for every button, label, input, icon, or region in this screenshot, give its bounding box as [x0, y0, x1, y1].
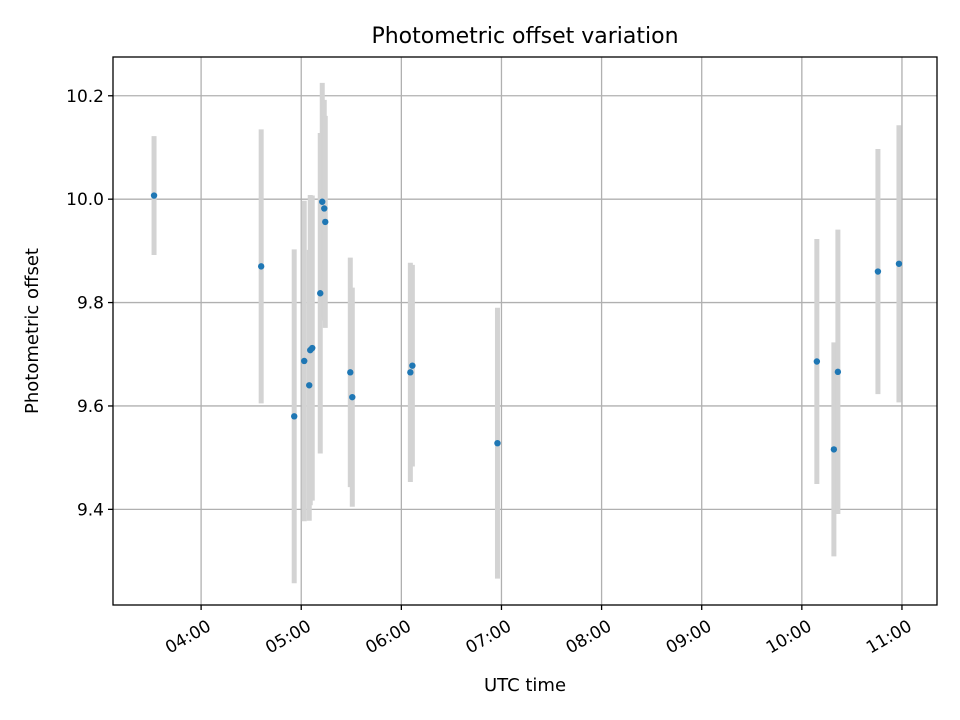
x-axis-label: UTC time [484, 675, 566, 696]
error-bars [151, 82, 902, 584]
data-point [257, 263, 265, 270]
data-point [895, 260, 903, 267]
data-point [301, 357, 308, 365]
data-point [830, 446, 838, 453]
data-point [150, 192, 158, 199]
data-point [834, 368, 842, 376]
x-tick-label: 05:00 [262, 616, 314, 658]
data-point [322, 218, 329, 226]
data-point [317, 290, 324, 297]
x-tick-label: 07:00 [463, 616, 515, 658]
y-tick-label: 10.2 [66, 87, 104, 107]
data-point [347, 369, 354, 376]
y-axis: 9.4 9.6 9.8 10.0 10.2 [66, 87, 113, 520]
data-point [291, 413, 298, 420]
data-point [321, 205, 328, 212]
x-tick-label: 10:00 [763, 616, 815, 658]
data-point [409, 362, 416, 369]
y-tick-label: 9.6 [77, 397, 104, 417]
y-tick-label: 9.8 [77, 294, 104, 314]
x-tick-label: 04:00 [162, 616, 214, 658]
data-point [494, 439, 501, 447]
y-tick-label: 10.0 [66, 190, 104, 210]
grid [113, 57, 937, 605]
plot-frame [112, 56, 938, 606]
data-point [874, 268, 882, 275]
data-point [309, 344, 316, 352]
x-tick-label: 06:00 [362, 616, 414, 658]
y-axis-label: Photometric offset [22, 248, 43, 414]
data-point [407, 369, 414, 376]
x-tick-label: 11:00 [863, 616, 915, 658]
data-point [813, 358, 821, 365]
data-point [306, 382, 313, 389]
x-tick-label: 08:00 [563, 616, 615, 658]
x-axis: 04:00 05:00 06:00 07:00 08:00 09:00 10:00 11:00 [162, 605, 915, 658]
chart-title: Photometric offset variation [371, 24, 678, 49]
y-tick-label: 9.4 [77, 500, 104, 520]
data-point [349, 393, 356, 401]
data-points [150, 192, 903, 453]
data-point [319, 198, 326, 205]
x-tick-label: 09:00 [663, 616, 715, 658]
